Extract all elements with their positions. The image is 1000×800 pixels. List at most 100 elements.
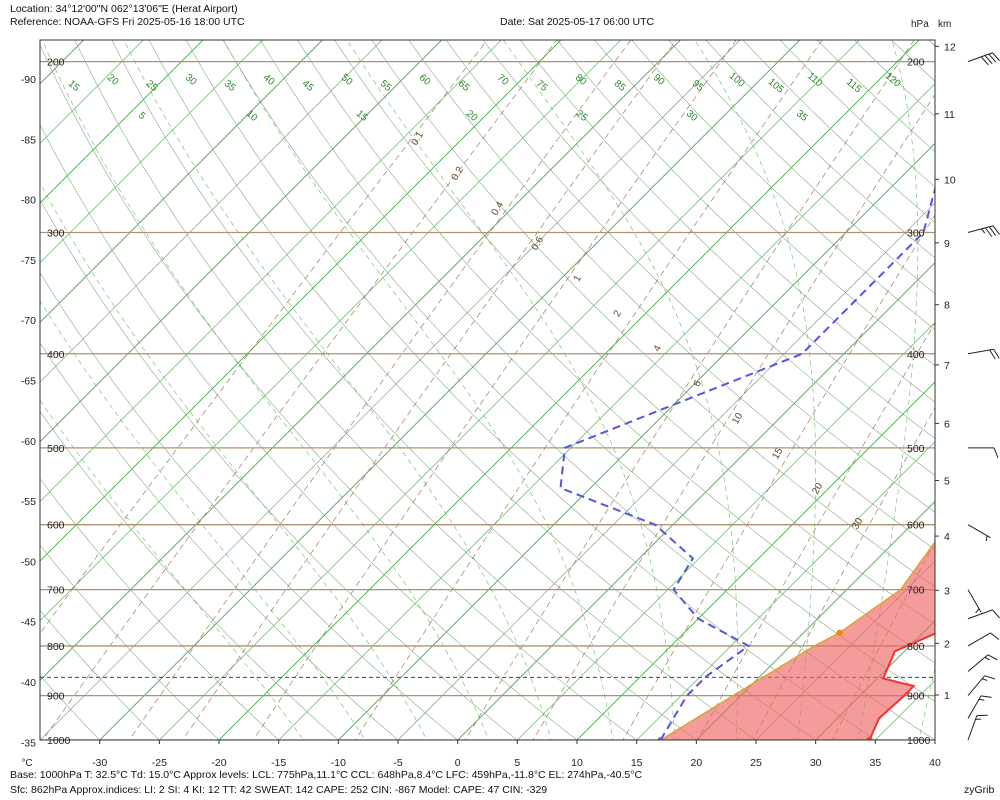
wind-barb-flag (984, 227, 993, 237)
x-tick-label: 35 (869, 757, 881, 769)
pressure-label-right: 700 (907, 585, 925, 597)
location-label: Location: 34°12'00"N 062°13'06"E (Herat … (10, 3, 238, 15)
dry-adiabat-line (557, 40, 935, 403)
pressure-label-right: 600 (907, 520, 925, 532)
wind-barb-flag (984, 55, 993, 64)
level-marker (657, 737, 664, 740)
dry-adiabat-line (40, 199, 518, 740)
dry-adiabat-line (260, 40, 935, 702)
wind-barb (967, 714, 988, 741)
x-tick-label: 5 (514, 757, 520, 769)
km-tick-label: 9 (944, 238, 950, 250)
mixing-ratio-label: 0.1 (410, 130, 427, 148)
isotherm-line (158, 40, 860, 740)
dry-adiabat-line (40, 272, 459, 740)
isotherm-line (40, 40, 383, 383)
wind-barb (967, 654, 998, 672)
wind-barb-flag (988, 226, 997, 236)
isotherm-line (457, 262, 935, 740)
isotherm-line (40, 40, 562, 562)
x-tick-label: 0 (455, 757, 461, 769)
wind-barb-staff (967, 524, 991, 539)
pressure-label-left: 500 (47, 443, 65, 455)
level-marker (963, 554, 969, 560)
x-tick-label: -30 (92, 757, 107, 769)
left-axis-label: -90 (21, 74, 36, 86)
mixing-ratio-label: 2 (612, 308, 625, 319)
mixing-ratio-line (532, 94, 935, 740)
wind-barb-half-flag (978, 698, 985, 701)
km-tick-label: 5 (944, 475, 950, 487)
hpa-unit-label: hPa (911, 19, 929, 30)
dry-adiabat-line (408, 40, 935, 550)
left-axis-label: -65 (21, 376, 36, 388)
left-axis-label: -70 (21, 315, 36, 327)
x-tick-label: -5 (393, 757, 402, 769)
dry-adiabat-line (631, 40, 935, 331)
moist-adiabat-label: 10 (244, 108, 260, 124)
dry-adiabat-label: 90 (651, 72, 667, 88)
km-tick-label: 10 (944, 174, 956, 186)
wind-barb-staff (967, 695, 982, 719)
mixing-ratio-line (622, 214, 935, 740)
left-axis-label: -50 (21, 556, 36, 568)
dry-adiabat-label: 55 (378, 78, 394, 94)
isotherm-line (40, 40, 622, 622)
isotherm-line (278, 83, 935, 740)
dry-adiabat-label: 15 (66, 78, 82, 94)
footer-levels: Base: 1000hPa T: 32.5°C Td: 15.0°C Appro… (10, 769, 643, 781)
wind-barb-staff (967, 675, 986, 696)
wind-barb-flag (992, 609, 1000, 619)
level-marker (836, 629, 843, 636)
wind-barb (967, 524, 991, 542)
dry-adiabat-line (40, 44, 638, 740)
dry-adiabat-label: 70 (495, 72, 511, 88)
wind-barb-staff (967, 715, 978, 741)
pressure-label-left: 1000 (47, 735, 71, 747)
left-axis-label: -80 (21, 195, 36, 207)
isotherm-line (974, 0, 1000, 761)
moist-adiabat-label: 30 (684, 108, 700, 124)
left-axis-label: -75 (21, 255, 36, 267)
mixing-ratio-label: 0.6 (530, 235, 547, 253)
level-marker (866, 737, 873, 740)
dewpoint-line (559, 185, 935, 740)
dry-adiabat-line (445, 40, 935, 513)
pressure-label-left: 900 (47, 691, 65, 703)
wind-barb (967, 632, 1000, 647)
km-tick-label: 7 (944, 360, 950, 372)
dry-adiabat-line (668, 40, 935, 295)
wind-barb-half-flag (984, 656, 990, 661)
wind-barb-half-flag (981, 678, 988, 681)
left-axis-label: -85 (21, 134, 36, 146)
dry-adiabat-label: 45 (300, 78, 316, 94)
mixing-ratio-line (354, 40, 823, 740)
moist-adiabat-label: 15 (354, 108, 370, 124)
pressure-label-left: 400 (47, 349, 65, 361)
plot-frame (39, 39, 936, 741)
mixing-ratio-line (42, 40, 558, 740)
km-tick-label: 11 (944, 109, 955, 121)
isotherm-line (636, 441, 935, 740)
mixing-ratio-line (697, 322, 935, 740)
x-unit-label: °C (21, 758, 32, 769)
isotherm-line (40, 40, 682, 682)
mixing-ratio-line (252, 40, 737, 740)
dry-adiabat-label: 95 (690, 78, 706, 94)
mixing-ratio-label: 1 (572, 273, 585, 284)
pressure-label-right: 300 (907, 228, 925, 240)
footer-indices: Sfc: 862hPa Approx.indices: LI: 2 SI: 4 … (10, 784, 548, 796)
wind-barb-flag (980, 695, 992, 698)
dry-adiabat-line (40, 123, 578, 740)
dry-adiabat-line (705, 40, 935, 259)
wind-barb-flag (992, 52, 1000, 62)
wind-barb (967, 52, 1000, 66)
mixing-ratio-label: 10 (730, 411, 745, 427)
wind-barb-staff (967, 589, 982, 613)
mixing-ratio-line (182, 40, 677, 740)
mixing-ratio-line (464, 40, 915, 740)
dry-adiabat-label: 85 (612, 78, 628, 94)
moist-adiabat-label: 35 (794, 108, 810, 124)
isotherm-line (40, 40, 502, 502)
